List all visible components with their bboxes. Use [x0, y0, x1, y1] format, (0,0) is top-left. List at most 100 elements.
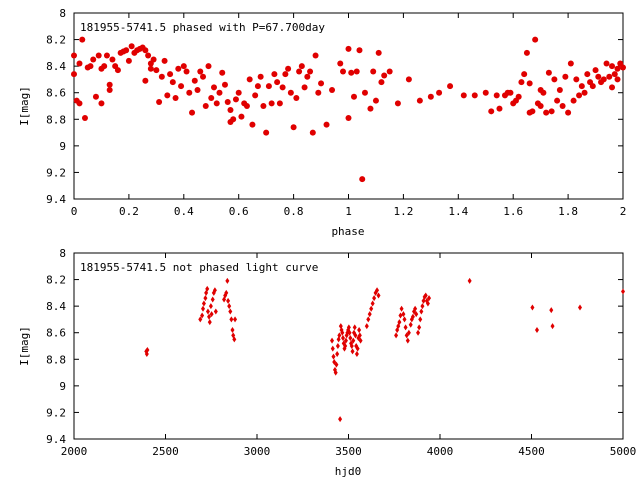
phased-x-tick-label: 0.6 [229, 205, 249, 218]
phased-data-point [345, 45, 352, 52]
phased-data-point [534, 100, 541, 107]
phased-data-point [512, 97, 519, 104]
unphased-data-point [405, 337, 410, 344]
phased-data-point [106, 81, 113, 88]
phased-x-tick-label: 0 [71, 205, 78, 218]
phased-data-point [595, 73, 602, 80]
phased-x-tick-label: 0.2 [119, 205, 139, 218]
phased-data-point [81, 114, 88, 121]
phased-data-point [249, 121, 256, 128]
unphased-data-point [210, 296, 215, 303]
phased-data-point [493, 92, 500, 99]
unphased-y-axis-label: I[mag] [18, 326, 31, 366]
phased-data-point [183, 68, 190, 75]
unphased-data-point [341, 335, 346, 342]
unphased-data-point [208, 303, 213, 310]
phased-data-point [298, 63, 305, 70]
phased-data-point [337, 60, 344, 67]
phased-data-point [106, 87, 113, 94]
phased-data-point [312, 52, 319, 59]
phased-data-point [287, 89, 294, 96]
phased-data-point [576, 92, 583, 99]
unphased-data-point [357, 327, 362, 334]
phased-data-point [620, 64, 626, 71]
phased-y-tick-label: 8.4 [46, 60, 66, 73]
unphased-data-point [348, 335, 353, 342]
phased-data-point [169, 79, 176, 86]
unphased-y-tick-label: 9.2 [46, 406, 66, 419]
unphased-light-curve-panel: 181955-5741.5 not phased light curve hjd… [18, 247, 636, 478]
phased-data-point [219, 69, 226, 76]
unphased-data-point [413, 305, 418, 312]
unphased-data-point [403, 324, 408, 331]
unphased-data-point [467, 277, 472, 284]
phased-data-point [543, 109, 550, 116]
phased-data-point [161, 57, 168, 64]
unphased-y-tick-label: 9 [59, 380, 66, 393]
phased-data-point [578, 83, 585, 90]
phased-data-point [554, 97, 561, 104]
unphased-y-tick-label: 8 [59, 247, 66, 260]
unphased-data-point [351, 337, 356, 344]
unphased-data-point [577, 304, 582, 311]
phased-data-point [359, 176, 366, 183]
phased-data-point [548, 108, 555, 115]
phased-data-point [447, 83, 454, 90]
phased-data-point [521, 71, 528, 78]
phased-data-point [254, 83, 261, 90]
unphased-data-point [399, 305, 404, 312]
unphased-data-point [145, 346, 150, 353]
phased-data-point [375, 49, 382, 56]
phased-data-point [109, 56, 116, 63]
unphased-data-point [370, 300, 375, 307]
phased-data-point [210, 84, 217, 91]
unphased-data-point [335, 350, 340, 357]
unphased-data-point [207, 313, 212, 320]
phased-x-tick-label: 2 [620, 205, 627, 218]
phased-data-point [205, 63, 212, 70]
phased-data-point [488, 108, 495, 115]
phased-data-point [167, 71, 174, 78]
phased-data-point [584, 71, 591, 78]
phased-data-point [296, 68, 303, 75]
phased-data-point [98, 100, 105, 107]
unphased-data-point [549, 307, 554, 314]
phased-data-point [216, 89, 223, 96]
unphased-data-point [621, 288, 625, 295]
unphased-data-point [337, 332, 342, 339]
phased-data-point [381, 72, 388, 79]
phased-data-point [180, 63, 187, 70]
phased-data-point [279, 84, 286, 91]
phased-data-point [194, 87, 201, 94]
phased-data-point [172, 95, 179, 102]
phased-data-point [252, 92, 259, 99]
unphased-x-tick-label: 4000 [427, 445, 454, 458]
unphased-data-point [346, 324, 351, 331]
unphased-data-point [205, 285, 210, 292]
phased-x-axis-label: phase [331, 225, 364, 238]
phased-y-tick-label: 9.4 [46, 193, 66, 206]
phased-data-point [350, 93, 357, 100]
phased-data-point [238, 113, 245, 120]
unphased-data-point [354, 350, 359, 357]
phased-data-point [353, 68, 360, 75]
phased-data-point [274, 79, 281, 86]
unphased-data-point [357, 332, 362, 339]
unphased-x-tick-label: 2000 [61, 445, 88, 458]
unphased-data-point [408, 321, 413, 328]
phased-data-point [427, 93, 434, 100]
phased-data-point [559, 103, 566, 109]
phased-data-point [307, 68, 314, 75]
phased-data-point [460, 92, 467, 99]
unphased-data-point [212, 287, 217, 294]
phased-data-point [268, 100, 275, 107]
unphased-data-point [414, 311, 419, 318]
phased-data-point [301, 84, 308, 91]
unphased-data-point [402, 316, 407, 323]
phased-data-point [545, 69, 552, 76]
phased-data-point [518, 79, 525, 86]
unphased-data-point [213, 308, 218, 315]
phased-data-point [529, 108, 536, 115]
unphased-data-point [226, 297, 231, 304]
phased-data-point [609, 63, 616, 70]
